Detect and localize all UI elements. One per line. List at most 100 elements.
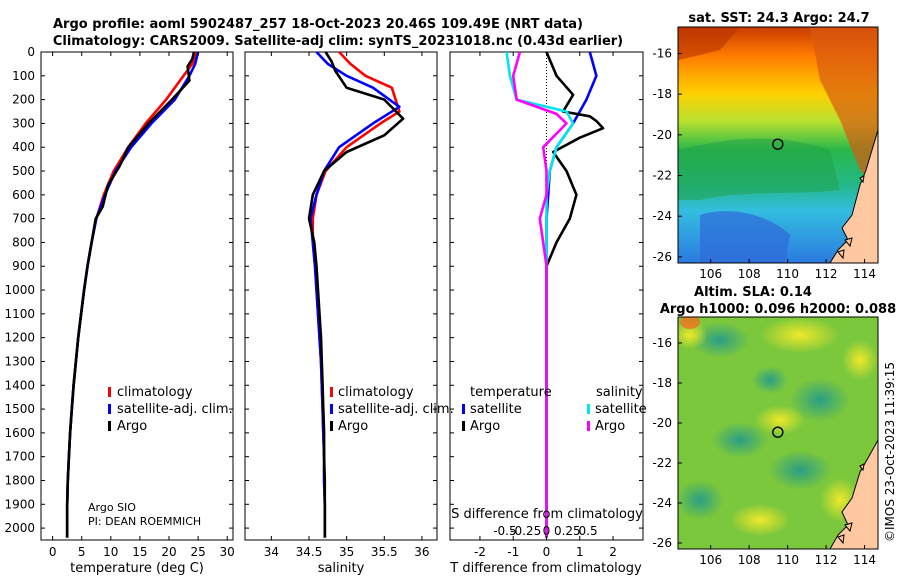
map-x-tick-label: 114 [853,267,876,281]
s-tick-label: -0.5 [493,524,516,538]
x-tick-label: 20 [161,545,176,559]
x-tick-label: 0 [49,545,57,559]
y-tick-label: 1100 [4,307,35,321]
map-y-tick-label: -26 [652,250,672,264]
legend-climatology-marker [330,387,333,397]
map-x-tick-label: 110 [776,267,799,281]
legend-s-satellite-label: satellite [595,402,647,417]
figure-title-line2: Climatology: CARS2009. Satellite-adj cli… [53,34,623,49]
map-x-tick-label: 108 [738,553,761,567]
map-y-tick-label: -22 [652,456,672,470]
x-tick-label: 34 [264,545,279,559]
legend-temperature-title: temperature [470,385,552,400]
credit-line1: Argo SIO [88,501,136,514]
map-y-tick-label: -18 [652,87,672,101]
y-tick-label: 1300 [4,354,35,368]
x-tick-label: 34.5 [296,545,323,559]
sla-map [678,317,878,549]
argo-location-marker [772,426,784,438]
y-tick-label: 1400 [4,378,35,392]
y-tick-label: 1800 [4,473,35,487]
y-tick-label: 500 [12,164,35,178]
series-line-argo [65,52,196,538]
y-tick-label: 800 [12,235,35,249]
y-tick-label: 900 [12,259,35,273]
sla-high [755,405,805,435]
salinity-legend: climatology satellite-adj. clim. Argo [330,385,454,434]
legend-argo-label: Argo [338,419,368,434]
legend-s-argo-label: Argo [595,419,625,434]
x-tick-label: 30 [220,545,235,559]
x-tick-label: 10 [103,545,118,559]
y-tick-label: 1600 [4,426,35,440]
sla-low [712,422,768,458]
figure-title-line1: Argo profile: aoml 5902487_257 18-Oct-20… [53,17,583,32]
map-y-tick-label: -24 [652,209,672,223]
map-x-tick-label: 110 [776,553,799,567]
legend-satellite-label: satellite-adj. clim. [338,402,454,417]
sla-low [790,378,850,422]
map-x-tick-label: 112 [815,267,838,281]
legend-s-satellite-marker [587,404,590,414]
difference-xlabel-top: S difference from climatology [451,507,643,522]
temperature-legend: climatology satellite-adj. clim. Argo [108,385,233,434]
y-tick-label: 300 [12,116,35,130]
y-tick-label: 700 [12,212,35,226]
argo-location-marker [772,138,784,150]
y-tick-label: 2000 [4,521,35,535]
sla-low [768,450,832,490]
y-tick-label: 200 [12,93,35,107]
land [829,129,878,263]
s-tick-label: -0.25 [510,524,541,538]
map-y-tick-label: -24 [652,496,672,510]
sst-green-band [678,138,840,200]
sst-cool-patch [700,211,790,263]
legend-argo-marker [108,421,111,431]
y-tick-label: 100 [12,69,35,83]
sla-high [842,340,878,380]
x-tick-label: 25 [190,545,205,559]
s-tick-label: 0 [543,524,551,538]
x-tick-label: 35.5 [371,545,398,559]
series-line-argo [307,52,405,538]
legend-climatology-label: climatology [338,385,414,400]
map-y-tick-label: -16 [652,46,672,60]
coast-islands [837,175,865,260]
legend-climatology-label: climatology [117,385,193,400]
salinity-axes [244,51,438,541]
y-tick-label: 1000 [4,283,35,297]
sst-map-title: sat. SST: 24.3 Argo: 24.7 [688,11,869,26]
legend-t-satellite-label: satellite [470,402,522,417]
legend-s-argo-marker [587,421,590,431]
difference-xlabel: T difference from climatology [449,561,642,576]
sla-low [752,366,788,394]
sla-high [730,504,790,536]
sst-warm-west [678,27,740,60]
x-tick-label: 2 [609,545,617,559]
map-x-tick-label: 106 [699,267,722,281]
legend-salinity-title: salinity [596,385,643,400]
difference-legend: temperature salinity satellite Argo sate… [462,385,647,434]
x-tick-label: -1 [507,545,519,559]
temperature-axes [40,51,234,541]
y-tick-label: 400 [12,140,35,154]
map-y-tick-label: -22 [652,169,672,183]
sst-map-frame [677,26,879,264]
sla-low [678,480,724,520]
salinity-xlabel: salinity [318,561,365,576]
s-tick-label: 0.5 [579,524,598,538]
legend-argo-marker [330,421,333,431]
map-x-tick-label: 108 [738,267,761,281]
legend-t-argo-marker [462,421,465,431]
sla-high [760,317,840,353]
imos-watermark: ©IMOS 23-Oct-2023 11:39:15 [883,362,897,542]
legend-satellite-label: satellite-adj. clim. [117,402,233,417]
x-tick-label: -2 [474,545,486,559]
x-tick-label: 15 [132,545,147,559]
map-y-tick-label: -16 [652,336,672,350]
temperature-xlabel: temperature (deg C) [70,561,204,576]
x-tick-label: 5 [78,545,86,559]
x-tick-label: 0 [543,545,551,559]
legend-satellite-marker [330,404,333,414]
